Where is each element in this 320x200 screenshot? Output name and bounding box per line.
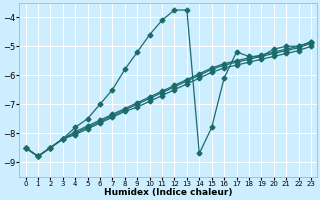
X-axis label: Humidex (Indice chaleur): Humidex (Indice chaleur) <box>104 188 233 197</box>
